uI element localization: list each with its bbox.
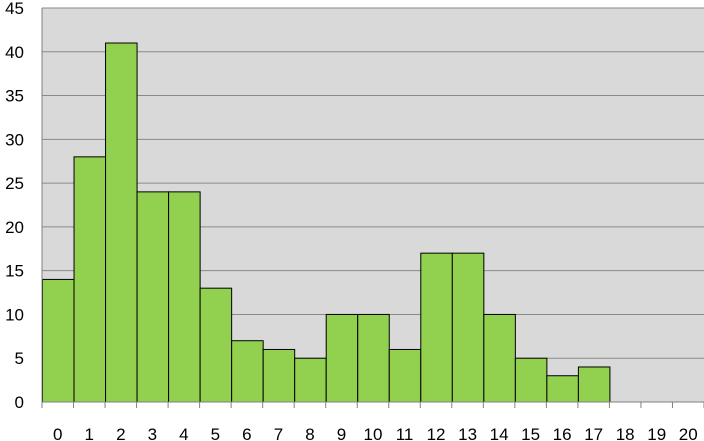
bar-7 xyxy=(262,348,296,403)
y-tick-label-15: 15 xyxy=(5,262,24,281)
x-tick-label-12: 12 xyxy=(427,425,446,441)
x-tick-label-13: 13 xyxy=(458,425,477,441)
x-tick-label-11: 11 xyxy=(396,425,414,441)
x-tick-label-0: 0 xyxy=(53,425,62,441)
bar-16 xyxy=(546,375,579,403)
bar-15 xyxy=(514,357,548,403)
x-tick-label-15: 15 xyxy=(521,425,540,441)
x-tick-label-5: 5 xyxy=(211,425,220,441)
bar-6 xyxy=(231,340,264,403)
x-tick-label-4: 4 xyxy=(179,425,188,441)
y-tick-label-40: 40 xyxy=(5,43,24,62)
bar-14 xyxy=(483,313,516,403)
bar-0 xyxy=(42,278,75,403)
x-tick-label-2: 2 xyxy=(116,425,125,441)
x-tick-label-6: 6 xyxy=(242,425,251,441)
x-tick-label-18: 18 xyxy=(616,425,635,441)
x-tick-label-9: 9 xyxy=(337,425,346,441)
y-tick-label-45: 45 xyxy=(5,0,24,18)
x-tick-label-1: 1 xyxy=(85,425,94,441)
bar-9 xyxy=(325,313,359,403)
y-tick-label-25: 25 xyxy=(5,174,24,193)
bar-4 xyxy=(168,191,201,403)
x-tick-label-17: 17 xyxy=(584,425,603,441)
bar-10 xyxy=(357,313,390,403)
bars xyxy=(42,42,611,403)
x-tick-label-8: 8 xyxy=(305,425,314,441)
x-tick-label-20: 20 xyxy=(679,425,698,441)
y-tick-label-20: 20 xyxy=(5,218,24,237)
bar-17 xyxy=(577,366,611,403)
bar-8 xyxy=(294,357,327,403)
x-tick-label-7: 7 xyxy=(274,425,283,441)
y-tick-label-10: 10 xyxy=(5,305,24,324)
x-tick-marks xyxy=(41,402,704,408)
x-tick-label-3: 3 xyxy=(148,425,157,441)
bar-12 xyxy=(420,252,453,403)
x-tick-labels: 0 1 2 3 4 5 6 7 8 9 10 11 12 13 14 15 16 17 18 19 20 xyxy=(53,425,698,441)
bar-11 xyxy=(388,348,422,403)
x-tick-label-19: 19 xyxy=(647,425,666,441)
y-tick-labels: 0 5 10 15 20 25 30 35 40 45 xyxy=(5,0,24,412)
bar-13 xyxy=(451,252,485,403)
y-tick-label-30: 30 xyxy=(5,130,24,149)
x-tick-label-10: 10 xyxy=(364,425,383,441)
y-tick-label-35: 35 xyxy=(5,87,24,106)
y-tick-label-0: 0 xyxy=(15,393,24,412)
bar-3 xyxy=(136,191,170,403)
bar-5 xyxy=(199,287,233,403)
y-tick-label-5: 5 xyxy=(15,349,24,368)
bar-1 xyxy=(73,156,107,403)
x-tick-label-14: 14 xyxy=(490,425,509,441)
bar-2 xyxy=(105,42,138,403)
x-tick-label-16: 16 xyxy=(553,425,572,441)
